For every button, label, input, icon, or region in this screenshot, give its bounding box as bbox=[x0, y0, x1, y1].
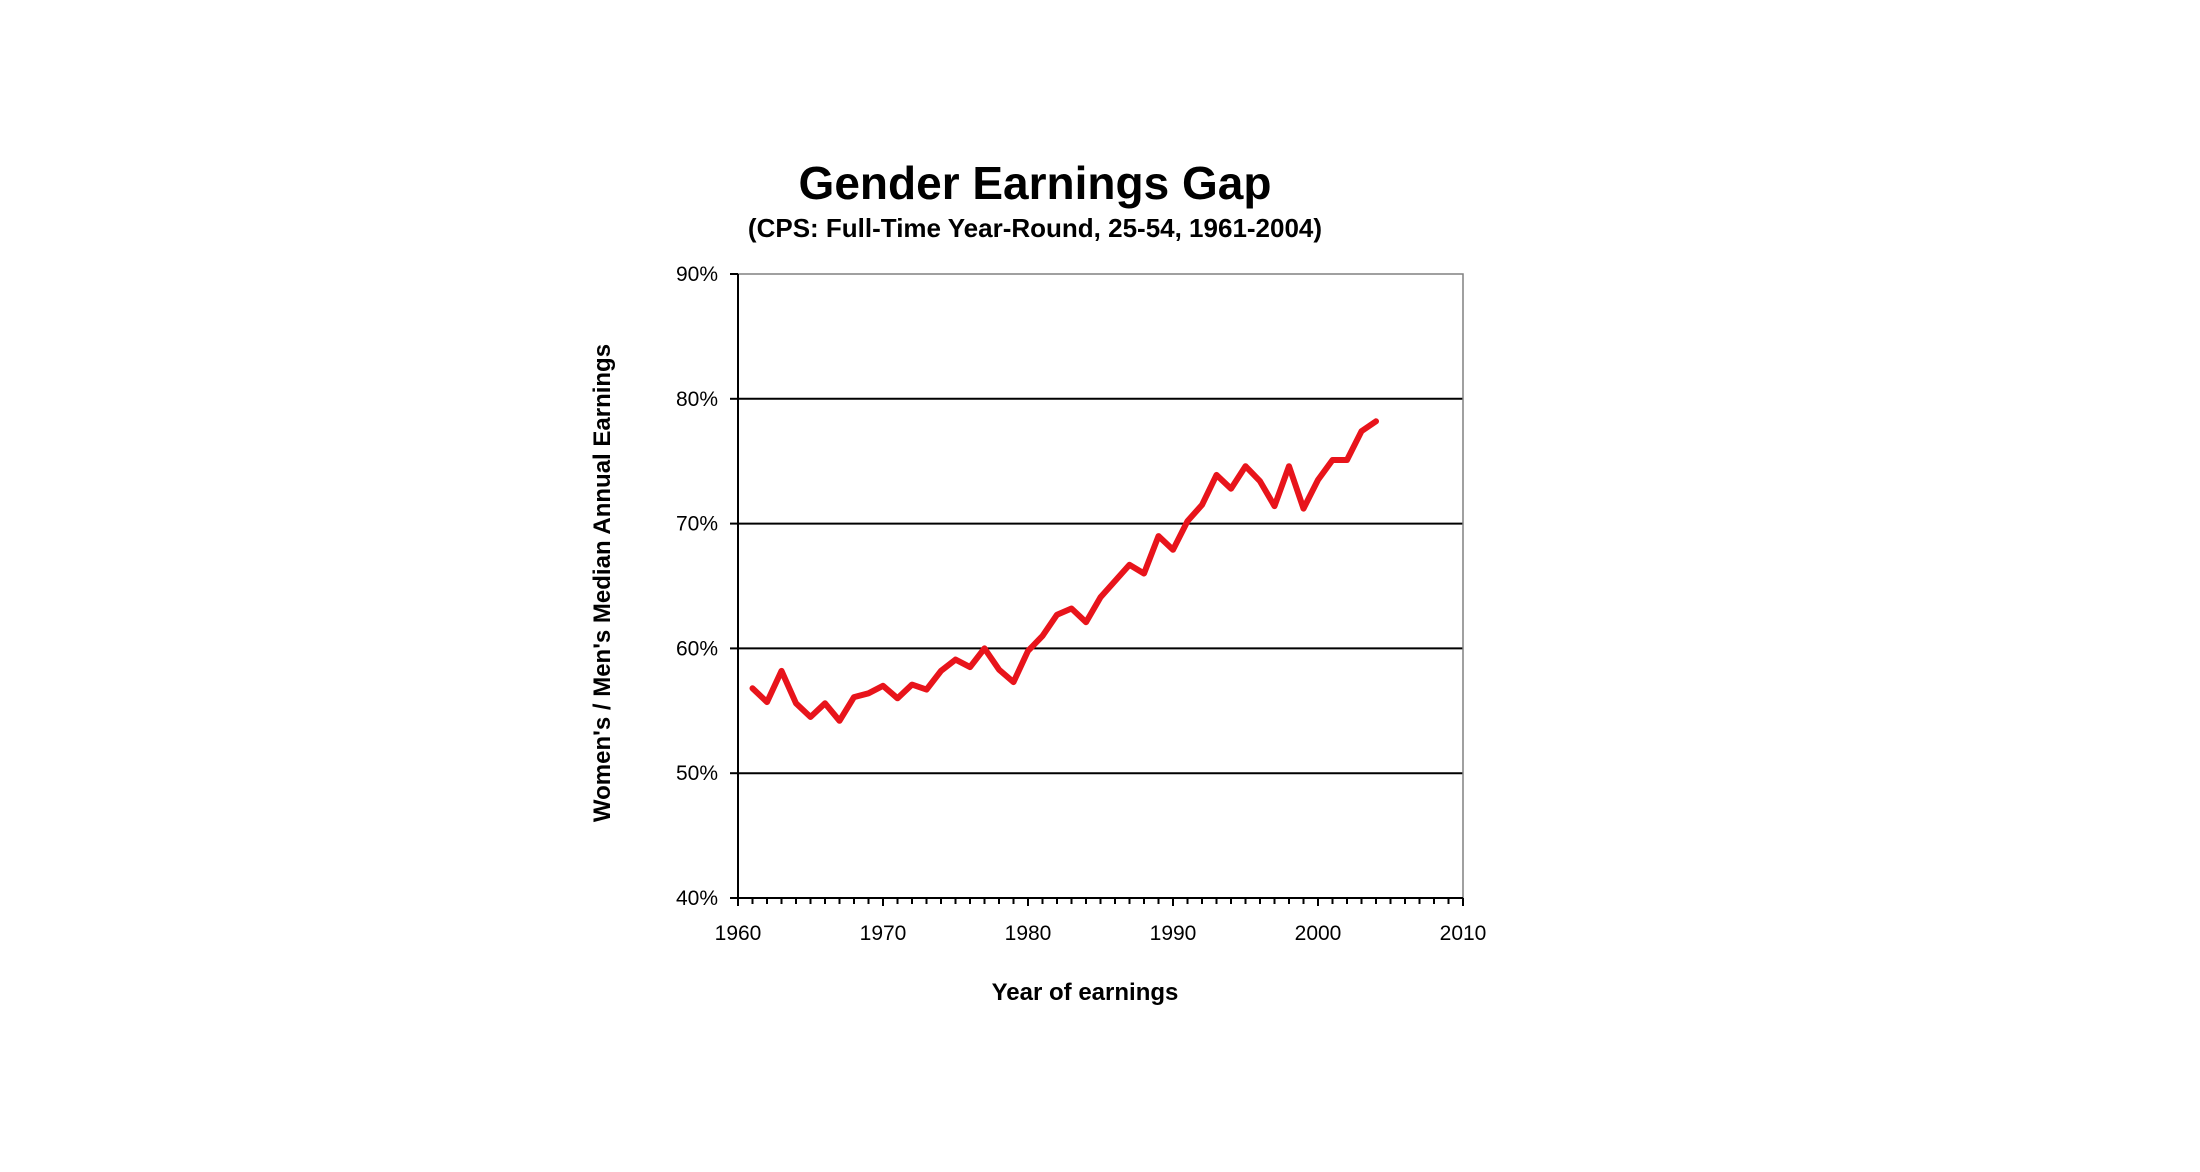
gridlines bbox=[738, 397, 1463, 775]
chart-subtitle: (CPS: Full-Time Year-Round, 25-54, 1961-… bbox=[748, 213, 1322, 243]
x-axis-ticks: 1960 1970 1980 1990 2000 2010 bbox=[715, 898, 1487, 945]
axes bbox=[737, 274, 1463, 899]
chart-title: Gender Earnings Gap bbox=[799, 157, 1272, 209]
y-axis-label: Women's / Men's Median Annual Earnings bbox=[589, 344, 616, 822]
plot-area bbox=[737, 273, 1464, 899]
x-tick-label-1980: 1980 bbox=[1005, 922, 1052, 945]
x-tick-label-2010: 2010 bbox=[1440, 922, 1487, 945]
y-tick-label-90: 90% bbox=[676, 263, 718, 286]
x-tick-label-1960: 1960 bbox=[715, 922, 762, 945]
y-tick-label-40: 40% bbox=[676, 887, 718, 910]
y-tick-label-70: 70% bbox=[676, 513, 718, 536]
y-axis-ticks: 40% 50% 60% 70% 80% 90% bbox=[676, 263, 738, 910]
y-tick-label-50: 50% bbox=[676, 762, 718, 785]
x-tick-label-1990: 1990 bbox=[1150, 922, 1197, 945]
x-tick-label-2000: 2000 bbox=[1295, 922, 1342, 945]
series-line bbox=[749, 418, 1379, 724]
y-tick-label-80: 80% bbox=[676, 388, 718, 411]
y-tick-label-60: 60% bbox=[676, 637, 718, 660]
x-axis-label: Year of earnings bbox=[992, 979, 1179, 1006]
x-tick-label-1970: 1970 bbox=[860, 922, 907, 945]
